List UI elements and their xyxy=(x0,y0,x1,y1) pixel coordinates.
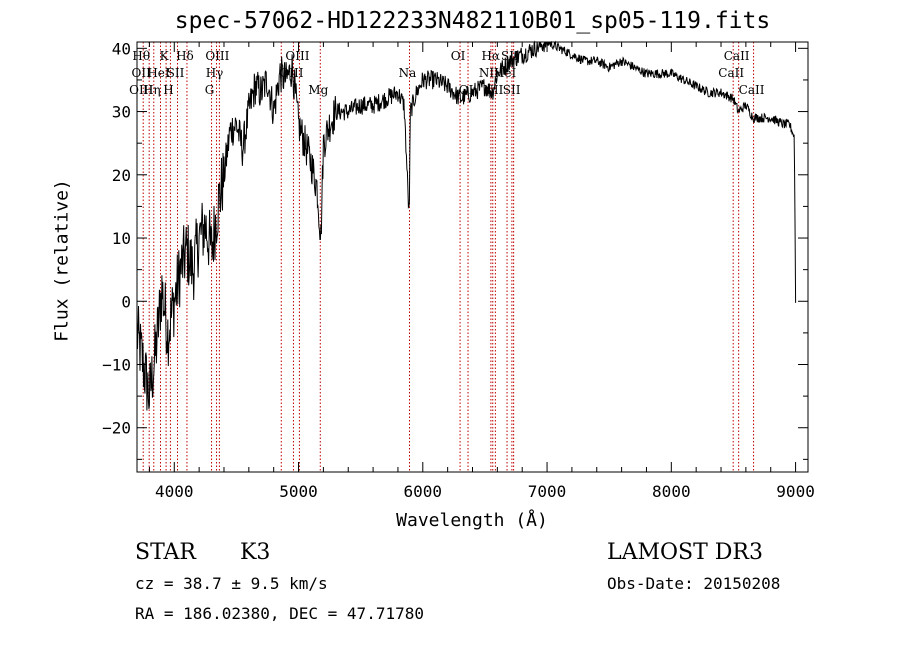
x-tick-label: 8000 xyxy=(652,482,691,501)
spectral-line-label: OIII xyxy=(129,83,153,97)
spectral-line-label: SII xyxy=(503,83,521,97)
chart-title: spec-57062-HD122233N482110B01_sp05-119.f… xyxy=(174,8,771,34)
spectral-line-label: Hα xyxy=(481,49,500,63)
x-tick-label: 9000 xyxy=(776,482,815,501)
spectral-line-label: OI xyxy=(459,83,474,97)
y-tick-label: −10 xyxy=(102,356,131,375)
spectral-line-label: NII xyxy=(479,66,499,80)
object-class: STAR xyxy=(135,540,196,565)
axes: 4000 5000 6000 7000 8000 9000 −20 −10 0 10 20 30 40 xyxy=(102,39,815,501)
y-tick-label: 10 xyxy=(112,229,131,248)
plot-frame xyxy=(136,41,809,473)
spectral-line-markers xyxy=(142,42,755,472)
spectral-line-label: OI xyxy=(451,49,466,63)
y-tick-label: 30 xyxy=(112,103,131,122)
spectral-line-label: Na xyxy=(399,66,417,80)
spectral-line-label: G xyxy=(205,83,215,97)
spectral-line-label: K xyxy=(160,49,170,63)
spectral-line-label: HeI xyxy=(147,66,170,80)
spectrum-line xyxy=(136,40,797,411)
survey-name: LAMOST DR3 xyxy=(607,540,763,565)
spectral-line-label: Hγ xyxy=(206,66,224,80)
redshift-velocity: cz = 38.7 ± 9.5 km/s xyxy=(135,574,328,593)
spectral-line-label: OIII xyxy=(279,66,303,80)
spectral-line-label: H xyxy=(163,83,173,97)
spectral-line-label: OIII xyxy=(285,49,309,63)
spectral-line-label: OIII xyxy=(205,49,229,63)
y-axis-label: Flux (relative) xyxy=(51,179,73,342)
spectral-line-label: CaII xyxy=(724,49,750,63)
x-tick-label: 5000 xyxy=(279,482,318,501)
spectral-line-label: CaII xyxy=(718,66,744,80)
spectrum-series xyxy=(136,40,797,411)
spectral-line-labels: HθOIIOIIIHηHeIKHSIIHδGHγOIIIOIIIOIIIMgNa… xyxy=(129,49,765,97)
x-axis-label: Wavelength (Å) xyxy=(396,510,548,531)
spectral-line-label: SII xyxy=(501,49,519,63)
spectral-line-label: Hη xyxy=(143,83,161,97)
x-tick-label: 4000 xyxy=(155,482,194,501)
x-tick-label: 7000 xyxy=(528,482,567,501)
y-tick-label: 0 xyxy=(121,292,131,311)
spectral-line-label: HeI xyxy=(494,66,517,80)
spectral-line-label: Hθ xyxy=(132,49,150,63)
spectral-subclass: K3 xyxy=(240,540,271,565)
spectral-line-label: Hδ xyxy=(176,49,194,63)
spectral-line-label: NII xyxy=(483,83,503,97)
y-tick-label: −20 xyxy=(102,419,131,438)
coordinates: RA = 186.02380, DEC = 47.71780 xyxy=(135,604,424,623)
spectral-line-label: Mg xyxy=(308,83,328,97)
observation-date: Obs-Date: 20150208 xyxy=(607,574,781,593)
spectral-line-label: OII xyxy=(132,66,152,80)
y-tick-label: 20 xyxy=(112,166,131,185)
spectral-line-label: SII xyxy=(167,66,185,80)
x-tick-label: 6000 xyxy=(404,482,443,501)
y-tick-label: 40 xyxy=(112,39,131,58)
spectral-line-label: CaII xyxy=(739,83,765,97)
